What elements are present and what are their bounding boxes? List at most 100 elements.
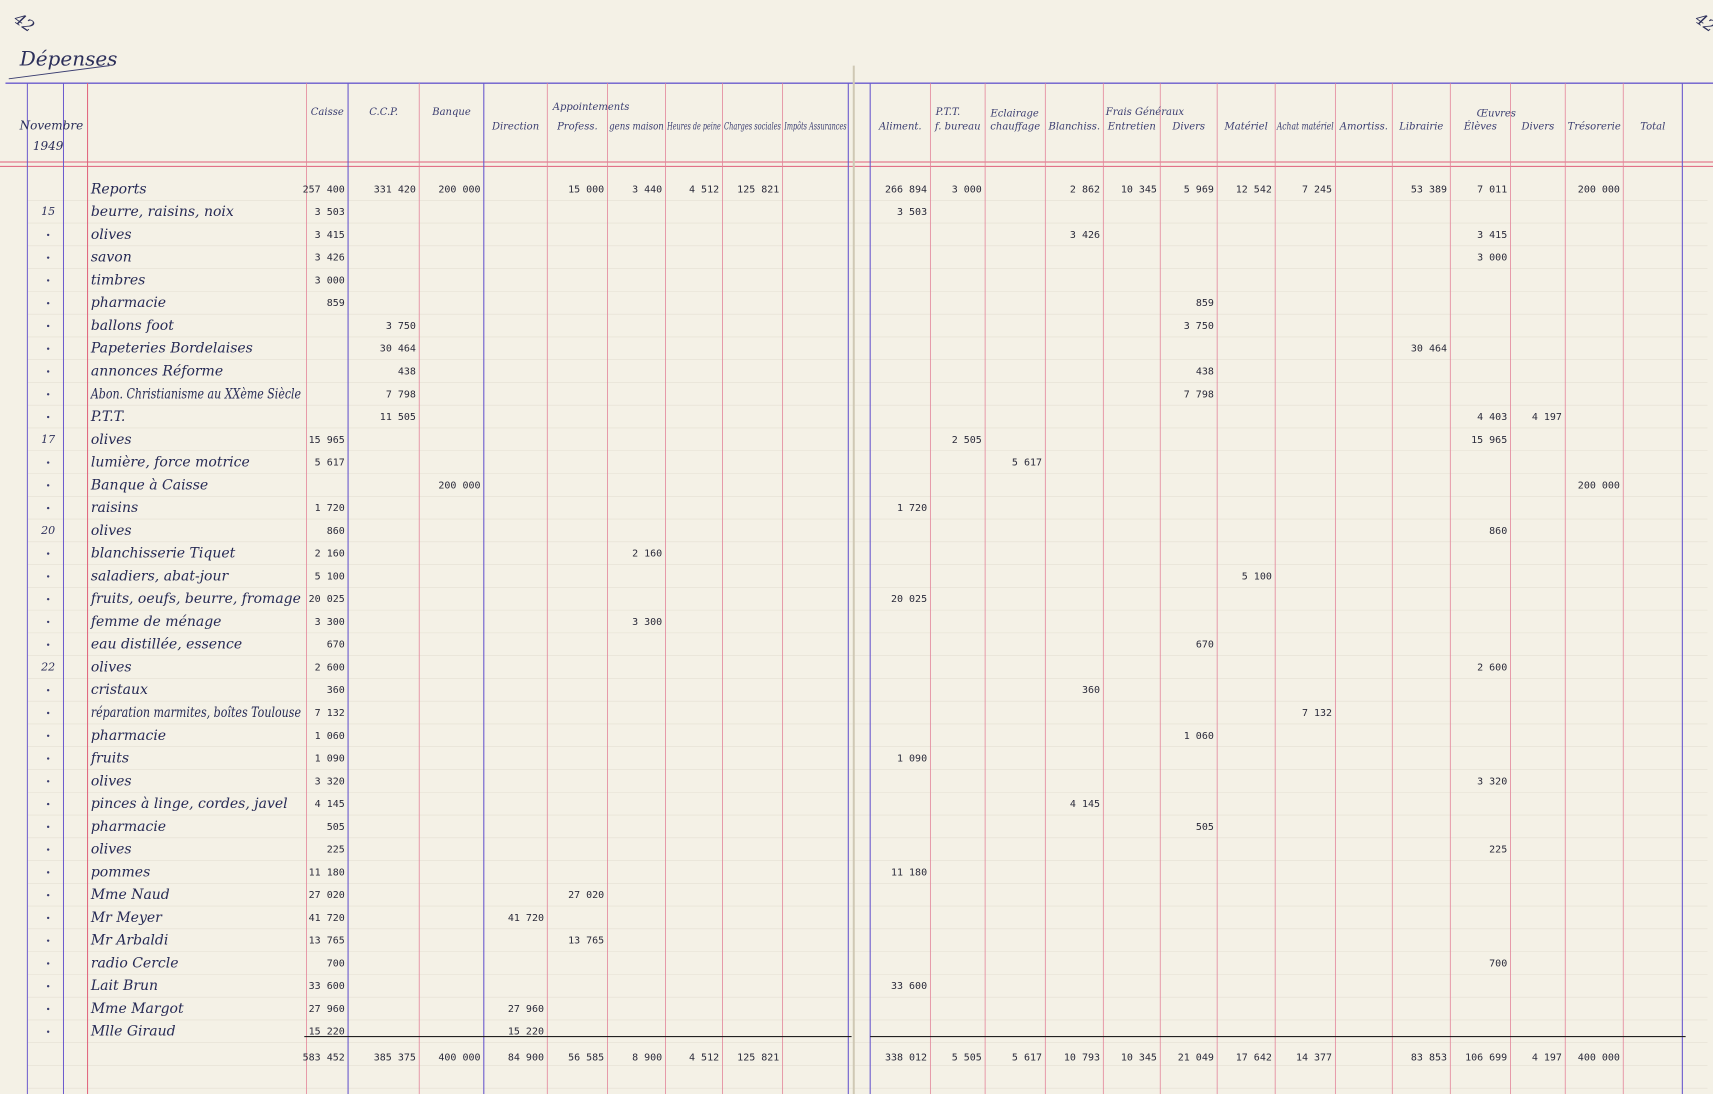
amount: 8 900 (632, 1052, 662, 1063)
amount: 13 765 (309, 936, 345, 947)
amount: 7 132 (1302, 708, 1332, 719)
entry-label: ballons foot (91, 318, 174, 334)
column-header: C.C.P. (369, 107, 398, 118)
date: 15 (41, 205, 55, 218)
amount: 125 821 (737, 1052, 779, 1063)
column-header: Banque (431, 107, 471, 118)
amount: 3 415 (315, 230, 345, 241)
amount: 860 (1489, 526, 1507, 537)
amount: 83 853 (1411, 1052, 1447, 1063)
column-header: Amortiss. (1339, 121, 1388, 132)
ditto-mark (46, 825, 50, 829)
date: 22 (40, 660, 55, 673)
amount: 700 (327, 958, 345, 969)
column-header: Matériel (1224, 121, 1268, 132)
ditto-mark (46, 848, 50, 851)
entry-label: Lait Brun (90, 978, 158, 994)
amount: 5 100 (1242, 571, 1272, 582)
amount: 1 720 (315, 503, 345, 514)
entry-label: raisins (91, 500, 138, 516)
amount: 2 160 (315, 549, 345, 560)
entry-label: radio Cercle (91, 955, 179, 971)
ditto-mark (46, 643, 50, 646)
amount: 41 720 (309, 913, 345, 924)
amount: 7 132 (315, 708, 345, 719)
ditto-mark (46, 461, 50, 464)
ditto-mark (46, 552, 50, 555)
entry-label: olives (91, 523, 132, 539)
column-header: Divers (1171, 121, 1205, 132)
column-header: Charges sociales (724, 121, 781, 132)
amount: 2 505 (952, 435, 982, 446)
entry-label: pharmacie (91, 728, 166, 744)
amount: 12 542 (1236, 184, 1272, 195)
entry-label: Banque à Caisse (90, 477, 208, 493)
entry-label: Mlle Giraud (90, 1024, 176, 1040)
entry-label: olives (91, 432, 132, 448)
amount: 859 (1196, 298, 1214, 309)
ditto-mark (46, 962, 50, 965)
amount: 225 (327, 845, 345, 856)
amount: 360 (327, 685, 345, 696)
column-header: Librairie (1398, 121, 1443, 132)
column-header: chauffage (990, 121, 1040, 132)
amount: 225 (1489, 845, 1507, 856)
amount: 5 969 (1184, 184, 1214, 195)
amount: 438 (398, 366, 416, 377)
amount: 4 145 (1070, 799, 1100, 810)
amount: 3 503 (897, 207, 927, 218)
ditto-mark (46, 324, 50, 328)
column-header: f. bureau (934, 121, 981, 132)
ditto-mark (46, 734, 50, 737)
amount: 10 345 (1121, 184, 1157, 195)
ditto-mark (46, 689, 50, 692)
entry-label: olives (91, 773, 132, 789)
amount: 1 720 (897, 503, 927, 514)
amount: 670 (327, 640, 345, 651)
ditto-mark (46, 256, 50, 259)
column-header: Profess. (556, 121, 598, 132)
group-header: Frais Généraux (1105, 107, 1185, 118)
year: 1949 (33, 139, 64, 153)
column-header: Entretien (1107, 121, 1156, 132)
ditto-mark (46, 985, 50, 988)
amount: 106 699 (1465, 1052, 1507, 1063)
ditto-mark (46, 939, 50, 942)
amount: 1 060 (315, 731, 345, 742)
amount: 15 220 (508, 1027, 544, 1038)
entry-label: olives (91, 227, 132, 243)
amount: 400 000 (1578, 1052, 1620, 1063)
entry-label: olives (91, 659, 132, 675)
ditto-mark (46, 711, 50, 715)
amount: 11 180 (891, 867, 927, 878)
amount: 4 197 (1532, 412, 1562, 423)
entry-label: lumière, force motrice (91, 455, 250, 471)
entry-label: olives (91, 842, 132, 858)
amount: 5 617 (1012, 1052, 1042, 1063)
amount: 20 025 (309, 594, 345, 605)
column-header: Achat matériel (1276, 121, 1334, 132)
amount: 4 403 (1477, 412, 1507, 423)
amount: 3 320 (1477, 776, 1507, 787)
column-header: Caisse (311, 107, 344, 118)
entry-label: savon (91, 250, 132, 266)
amount: 27 960 (309, 1004, 345, 1015)
amount: 11 505 (380, 412, 416, 423)
month: Novembre (19, 118, 84, 132)
amount: 583 452 (303, 1052, 345, 1063)
amount: 338 012 (885, 1052, 927, 1063)
entry-label: annonces Réforme (91, 363, 223, 379)
amount: 3 750 (1184, 321, 1214, 332)
amount: 3 415 (1477, 230, 1507, 241)
group-header: Eclairage (990, 108, 1039, 119)
ditto-mark (46, 484, 50, 487)
amount: 200 000 (1578, 184, 1620, 195)
amount: 56 585 (568, 1052, 604, 1063)
amount: 505 (1196, 822, 1214, 833)
column-header: Impôts Assurances (784, 121, 847, 132)
column-header: Divers (1521, 121, 1555, 132)
entry-label: femme de ménage (90, 614, 222, 630)
entry-label: réparation marmites, boîtes Toulouse (91, 705, 301, 721)
entry-label: Papeteries Bordelaises (90, 341, 253, 357)
